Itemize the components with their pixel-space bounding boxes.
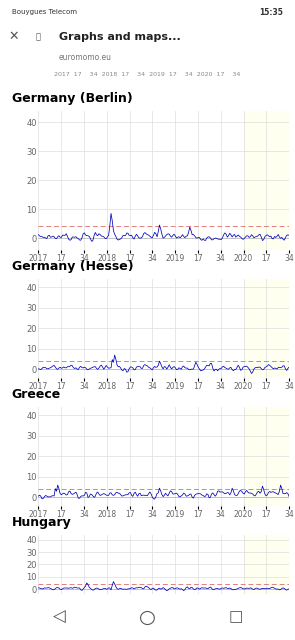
Text: euromomo.eu: euromomo.eu bbox=[59, 53, 112, 63]
Text: Graphs and maps...: Graphs and maps... bbox=[59, 32, 181, 42]
Text: ○: ○ bbox=[139, 607, 156, 627]
Text: 2017  17    34  2018  17    34  2019  17    34  2020  17    34: 2017 17 34 2018 17 34 2019 17 34 2020 17… bbox=[54, 72, 241, 77]
Text: ◁: ◁ bbox=[53, 608, 65, 626]
Text: Hungary: Hungary bbox=[12, 516, 72, 529]
Text: 🔒: 🔒 bbox=[35, 32, 40, 42]
Text: Germany (Hesse): Germany (Hesse) bbox=[12, 260, 133, 273]
Text: Bouygues Telecom: Bouygues Telecom bbox=[12, 10, 77, 15]
Bar bbox=[244, 111, 289, 250]
Text: Germany (Berlin): Germany (Berlin) bbox=[12, 92, 132, 105]
Text: 15:35: 15:35 bbox=[259, 8, 283, 17]
Text: □: □ bbox=[229, 609, 243, 625]
Text: Greece: Greece bbox=[12, 388, 61, 401]
Bar bbox=[244, 279, 289, 378]
Bar bbox=[244, 535, 289, 594]
Text: ✕: ✕ bbox=[9, 30, 19, 44]
Bar bbox=[244, 407, 289, 506]
